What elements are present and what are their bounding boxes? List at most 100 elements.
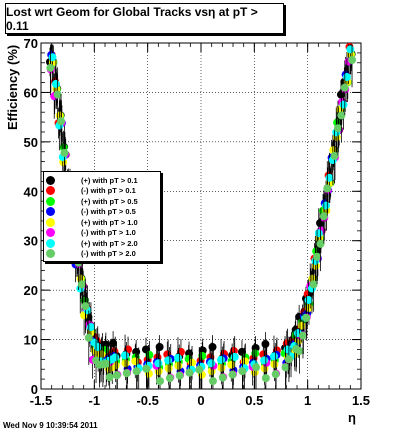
legend-marker (46, 196, 55, 206)
legend-marker (46, 228, 55, 237)
legend: (+) with pT > 0.1 (-) with pT > 0.1 (+) wi… (43, 171, 161, 262)
data-point (57, 117, 66, 126)
data-point (131, 357, 140, 366)
data-point (60, 148, 69, 157)
data-point (217, 355, 226, 364)
x-tick-label: 1.5 (352, 393, 370, 408)
legend-entry: (+) with pT > 1.0 (46, 217, 138, 227)
legend-label: (+) with pT > 2.0 (81, 238, 138, 248)
legend-label: (+) with pT > 1.0 (81, 217, 138, 227)
data-point (51, 79, 60, 88)
data-point (174, 361, 183, 370)
data-point (295, 346, 304, 355)
data-point (298, 331, 307, 340)
data-point (348, 56, 357, 65)
data-point (228, 370, 237, 379)
data-point (86, 323, 95, 332)
y-tick-label: 30 (24, 234, 38, 249)
data-point (121, 351, 130, 360)
data-point (77, 280, 86, 289)
data-point (156, 377, 165, 386)
data-point (227, 360, 236, 369)
data-point (309, 280, 318, 289)
data-point (121, 359, 130, 368)
data-point (314, 229, 323, 238)
legend-entry: (-) with pT > 0.5 (46, 207, 136, 217)
data-point (252, 363, 261, 372)
data-point (346, 45, 355, 54)
data-point (53, 90, 62, 99)
data-point (337, 111, 346, 120)
data-point (238, 367, 247, 376)
x-tick-label: -1 (89, 393, 101, 408)
legend-marker (46, 175, 55, 185)
data-point (208, 377, 217, 386)
date-stamp: Wed Nov 9 10:39:54 2011 (3, 421, 98, 430)
data-point (207, 359, 216, 368)
legend-label: (-) with pT > 0.5 (81, 207, 136, 216)
x-tick-label: 0.5 (245, 393, 263, 408)
legend-label: (-) with pT > 0.1 (81, 186, 136, 195)
data-point (261, 374, 270, 383)
x-tick-label: 0 (197, 393, 204, 408)
data-point (142, 364, 151, 373)
data-point (322, 201, 331, 210)
y-tick-label: 10 (24, 333, 38, 348)
data-point (333, 124, 342, 133)
legend-entry: (+) with pT > 0.5 (46, 196, 138, 206)
y-tick-label: 20 (24, 283, 38, 298)
legend-entry: (+) with pT > 2.0 (46, 238, 138, 248)
data-point (297, 321, 306, 330)
legend-entry: (+) with pT > 0.1 (46, 175, 138, 185)
data-point (269, 352, 278, 361)
legend-marker (46, 249, 55, 258)
data-point (283, 345, 292, 354)
legend-marker (46, 207, 55, 216)
legend-marker (46, 217, 55, 227)
data-point (175, 371, 184, 380)
data-point (330, 151, 339, 160)
data-point (323, 184, 332, 193)
legend-entry: (-) with pT > 0.1 (46, 186, 136, 196)
data-point (319, 212, 328, 221)
data-point (230, 352, 239, 361)
x-tick-label: 1 (304, 393, 311, 408)
data-point (195, 365, 204, 374)
legend-label: (+) with pT > 0.1 (81, 175, 138, 185)
legend-entry: (-) with pT > 1.0 (46, 228, 136, 238)
legend-entry: (-) with pT > 2.0 (46, 249, 136, 259)
data-point (261, 340, 270, 349)
data-point (97, 350, 106, 359)
data-point (111, 353, 120, 362)
data-point (93, 342, 102, 351)
legend-label: (-) with pT > 2.0 (81, 249, 136, 258)
data-point (164, 364, 173, 373)
data-point (46, 63, 55, 72)
data-point (302, 313, 311, 322)
data-point (81, 302, 90, 311)
y-tick-label: 40 (24, 184, 38, 199)
data-point (313, 252, 322, 261)
data-point (185, 368, 194, 377)
data-point (105, 373, 114, 382)
data-point (154, 359, 163, 368)
data-point (316, 239, 325, 248)
data-point (217, 363, 226, 372)
data-point (270, 360, 279, 369)
y-tick-label: 50 (24, 135, 38, 150)
data-point (339, 100, 348, 109)
data-point (218, 373, 227, 382)
legend-label: (-) with pT > 1.0 (81, 228, 136, 237)
x-tick-label: -1.5 (30, 393, 52, 408)
data-point (340, 83, 349, 92)
data-point (325, 173, 334, 182)
data-point (284, 355, 293, 364)
series-8 (46, 44, 357, 389)
data-point (342, 73, 351, 82)
data-point (281, 363, 290, 372)
chart-title: Lost wrt Geom for Global Tracks vsη at p… (5, 3, 284, 34)
data-point (304, 296, 313, 305)
data-point (122, 369, 131, 378)
data-point (173, 353, 182, 362)
data-point (164, 356, 173, 365)
